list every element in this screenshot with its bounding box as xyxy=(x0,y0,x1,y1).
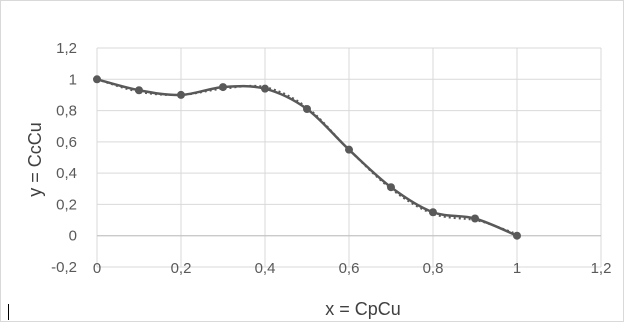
y-tick-label: 1,2 xyxy=(56,40,77,57)
x-tick-label: 0,2 xyxy=(171,260,192,277)
y-tick-label: 0,4 xyxy=(56,165,77,182)
y-tick-label: 0,8 xyxy=(56,103,77,120)
x-tick-label: 1,2 xyxy=(591,260,612,277)
x-axis-title: x = CpCu xyxy=(325,299,401,319)
data-point xyxy=(429,208,437,217)
y-axis-title: y = CcCu xyxy=(25,122,45,197)
series-solid-line xyxy=(96,78,518,237)
y-tick-label: 0,6 xyxy=(56,134,77,151)
y-tick-label: 0 xyxy=(69,228,77,245)
data-point xyxy=(261,84,269,93)
y-tick-label: -0,2 xyxy=(51,259,77,276)
data-point xyxy=(177,90,185,99)
data-point xyxy=(93,75,101,84)
y-tick-label: 1 xyxy=(69,71,77,88)
data-point xyxy=(219,83,227,92)
x-tick-label: 0,6 xyxy=(339,260,360,277)
x-tick-label: 1 xyxy=(513,260,521,277)
x-tick-label: 0,8 xyxy=(423,260,444,277)
y-tick-label: 0,2 xyxy=(56,196,77,213)
series-dotted-line xyxy=(96,78,518,236)
text-cursor xyxy=(8,304,9,320)
data-point xyxy=(513,231,521,240)
data-point xyxy=(135,86,143,95)
data-point xyxy=(303,105,311,114)
data-point xyxy=(345,145,353,154)
data-point xyxy=(387,183,395,192)
x-tick-label: 0,4 xyxy=(255,260,276,277)
x-tick-label: 0 xyxy=(93,260,101,277)
data-point xyxy=(471,214,479,223)
